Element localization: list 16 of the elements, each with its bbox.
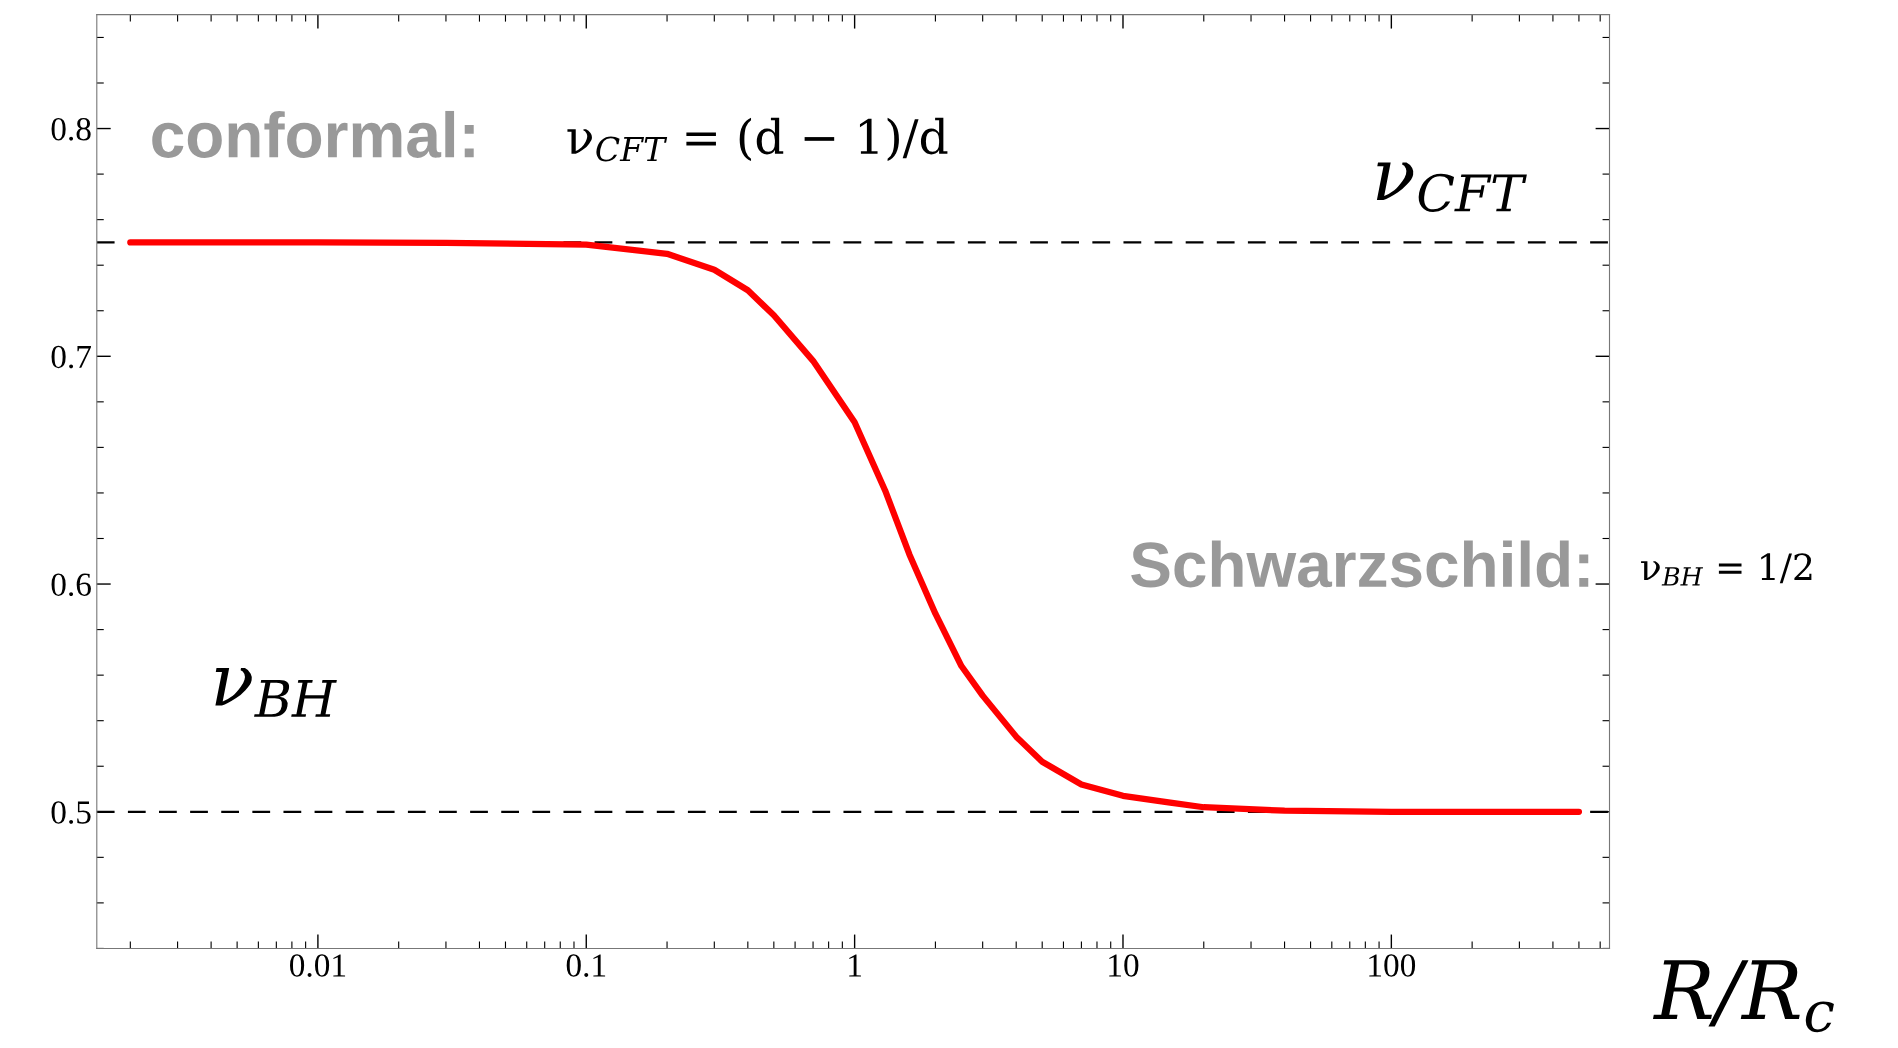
x-tick-label: 0.1 [566,954,606,977]
y-tick-label: 0.5 [51,801,91,824]
ref-line-label: ν$_{CFT}$ [1376,162,1527,212]
x-tick-label: 10 [1109,954,1139,977]
y-tick-label: 0.7 [51,345,91,369]
ref-line-label: ν$_{BH}$ [215,668,337,717]
x-tick-label: 100 [1369,954,1416,977]
x-tick-label: 0.01 [290,954,346,977]
x-axis-title: R/R$_{c}$ [1653,960,1834,1033]
annotation: Schwarzschild: [1131,540,1589,588]
annotation: ν$_{CFT}$ = (d − 1)/d [567,117,948,162]
y-tick-label: 0.6 [51,573,91,597]
x-tick-label: 1 [849,954,861,977]
annotation: conformal: [152,110,474,158]
text: ν$_{BH}$ = 1/2 [1641,553,1812,586]
y-tick-label: 0.8 [51,117,91,141]
